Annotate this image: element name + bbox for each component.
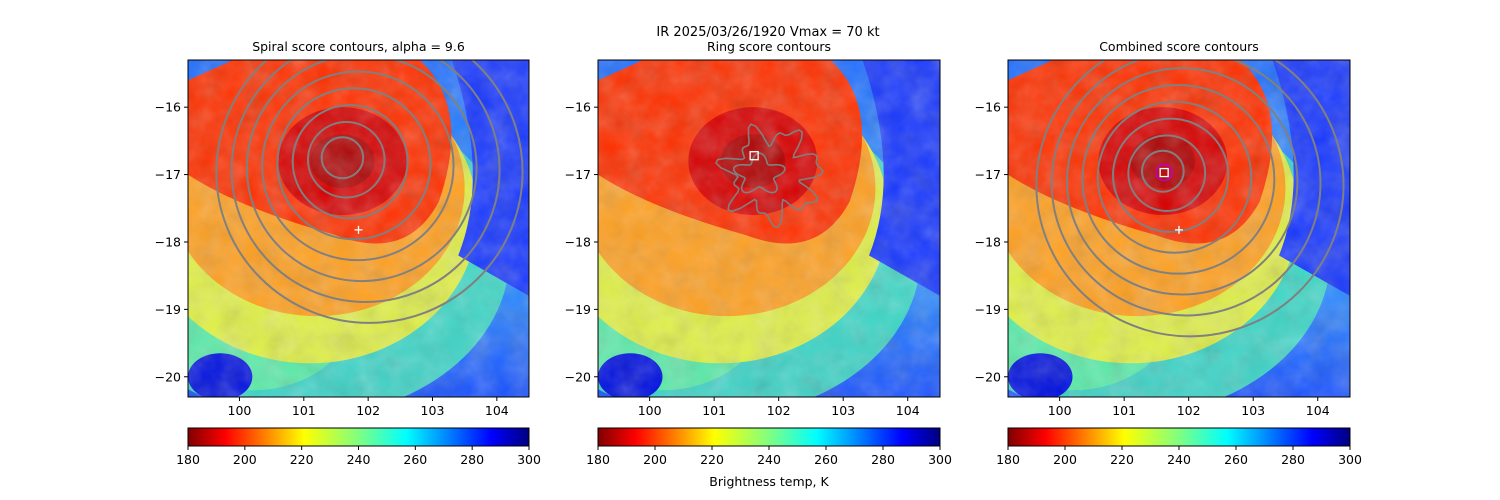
x-tick-label: 103 (831, 403, 855, 418)
colorbar (187, 427, 530, 447)
y-tick-label: −16 (565, 100, 591, 115)
colorbar-tick-label: 220 (700, 452, 724, 467)
contour-level-5 (1081, 83, 1276, 275)
center-marker-plus (1175, 225, 1183, 234)
axes-frame (1007, 59, 1351, 398)
colorbar-tick-label: 240 (757, 452, 781, 467)
x-tick-label: 102 (1177, 403, 1201, 418)
axes-frame (597, 59, 941, 398)
score-contours (215, 60, 524, 324)
satellite-image (598, 60, 940, 397)
y-tick-label: −16 (155, 100, 181, 115)
colorbar (597, 427, 941, 447)
y-tick-label: −18 (975, 234, 1001, 249)
colorbar-tick-label: 200 (1053, 452, 1077, 467)
colorbar-tick-label: 300 (517, 452, 541, 467)
x-tick-label: 104 (896, 403, 920, 418)
ring-contour-inner (733, 152, 786, 194)
figure-suptitle: IR 2025/03/26/1920 Vmax = 70 kt (656, 25, 879, 40)
center-marker-circle (1155, 163, 1173, 182)
y-tick-label: −17 (975, 167, 1001, 182)
contour-level-2 (306, 121, 386, 199)
panel-title: Combined score contours (1099, 39, 1259, 54)
contour-level-4 (276, 87, 432, 241)
colorbar-label: Brightness temp, K (709, 474, 829, 489)
contour-level-8 (1035, 60, 1345, 338)
panel-title: Spiral score contours, alpha = 9.6 (252, 39, 465, 54)
contour-level-3 (291, 104, 409, 220)
colorbar-tick-label: 260 (814, 452, 838, 467)
x-tick-label: 104 (1306, 403, 1330, 418)
image-texture (598, 60, 940, 397)
colorbar-tick-label: 200 (233, 452, 257, 467)
axes-frame (187, 59, 530, 398)
x-tick-label: 102 (356, 403, 380, 418)
colorbar-tick-label: 260 (403, 452, 427, 467)
colorbar-tick-label: 280 (1281, 452, 1305, 467)
ring-contour (715, 123, 824, 229)
x-tick-label: 101 (702, 403, 726, 418)
contour-level-8 (215, 60, 524, 324)
x-tick-label: 103 (421, 403, 445, 418)
center-marker-square (749, 151, 759, 161)
colorbar-tick-label: 180 (586, 452, 610, 467)
y-tick-label: −16 (975, 100, 1001, 115)
colorbar-tick-label: 240 (347, 452, 371, 467)
center-marker-square (1159, 167, 1169, 178)
panel-3: Combined score contours 100 101 102 103 104 −1… (975, 39, 1362, 467)
x-tick-label: 100 (228, 403, 252, 418)
y-tick-label: −19 (155, 302, 181, 317)
contour-level-4 (1096, 100, 1253, 254)
x-tick-label: 101 (1112, 403, 1136, 418)
x-tick-label: 101 (292, 403, 316, 418)
y-tick-label: −19 (565, 302, 591, 317)
x-tick-label: 104 (485, 403, 509, 418)
colorbar-tick-label: 180 (996, 452, 1020, 467)
x-tick-label: 100 (1048, 403, 1072, 418)
colorbar (1007, 427, 1351, 447)
y-tick-label: −17 (155, 167, 181, 182)
colorbar-tick-label: 300 (928, 452, 952, 467)
colorbar-tick-label: 220 (290, 452, 314, 467)
y-tick-label: −18 (565, 234, 591, 249)
colorbar-tick-label: 300 (1338, 452, 1362, 467)
y-tick-label: −20 (155, 369, 181, 384)
panel-title: Ring score contours (707, 39, 831, 54)
panel-1: Spiral score contours, alpha = 9.6 100 101… (155, 39, 541, 467)
contour-level-3 (1112, 117, 1230, 233)
satellite-image (188, 60, 529, 397)
colorbar-tick-label: 180 (176, 452, 200, 467)
colorbar-tick-label: 240 (1167, 452, 1191, 467)
score-contours (715, 123, 824, 229)
colorbar-tick-label: 280 (460, 452, 484, 467)
contour-level-7 (1050, 60, 1322, 317)
colorbar-tick-label: 280 (871, 452, 895, 467)
y-tick-label: −17 (565, 167, 591, 182)
y-tick-label: −20 (565, 369, 591, 384)
x-tick-label: 103 (1241, 403, 1265, 418)
contour-level-6 (1066, 67, 1299, 296)
colorbar-tick-label: 220 (1110, 452, 1134, 467)
panel-2: Ring score contours 100 101 102 103 104 −16 −17… (565, 39, 952, 467)
contour-level-5 (261, 70, 455, 262)
y-tick-label: −20 (975, 369, 1001, 384)
contour-level-2 (1127, 134, 1207, 212)
y-tick-label: −18 (155, 234, 181, 249)
contour-level-6 (245, 60, 478, 283)
x-tick-label: 100 (638, 403, 662, 418)
contour-level-7 (230, 60, 501, 303)
y-tick-label: −19 (975, 302, 1001, 317)
colorbar-tick-label: 260 (1224, 452, 1248, 467)
contour-level-1 (1141, 149, 1185, 193)
x-tick-label: 102 (767, 403, 791, 418)
colorbar-tick-label: 200 (643, 452, 667, 467)
contour-level-1 (320, 136, 365, 180)
center-marker-plus (354, 225, 363, 234)
score-contours (1035, 60, 1345, 338)
